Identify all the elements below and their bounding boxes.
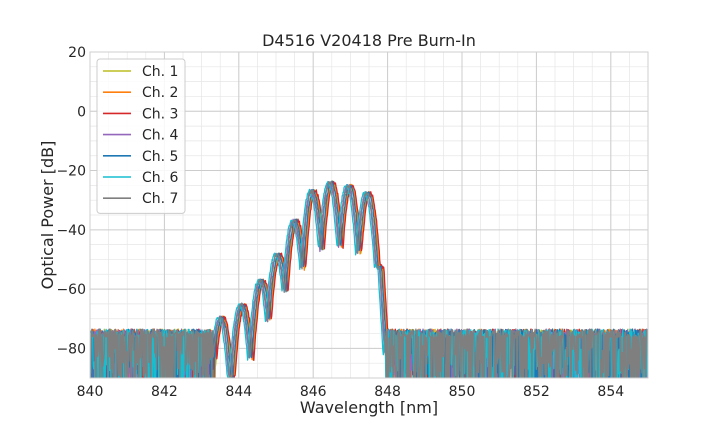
x-tick-labels: 840 842 844 846 848 850 852 854	[77, 384, 625, 400]
x-tick-label: 844	[225, 384, 252, 400]
legend-label: Ch. 3	[142, 106, 178, 122]
x-tick-label: 846	[300, 384, 327, 400]
x-tick-label: 852	[523, 384, 550, 400]
y-tick-label: −60	[56, 282, 86, 298]
legend-label: Ch. 2	[142, 85, 178, 101]
legend: Ch. 1 Ch. 2 Ch. 3 Ch. 4 Ch. 5 Ch. 6 Ch. 7	[96, 58, 186, 214]
plot-frame	[89, 51, 649, 379]
y-tick-label: −20	[56, 164, 86, 180]
legend-box	[96, 58, 186, 214]
legend-label: Ch. 7	[142, 191, 178, 207]
y-tick-label: 0	[77, 104, 86, 120]
y-tick-label: 20	[68, 45, 86, 61]
x-tick-label: 854	[597, 384, 624, 400]
x-tick-label: 840	[77, 384, 104, 400]
legend-label: Ch. 5	[142, 149, 178, 165]
series-line-7	[90, 181, 648, 378]
y-tick-label: −80	[56, 341, 86, 357]
y-tick-labels: 20 0 −20 −40 −60 −80	[56, 45, 86, 357]
x-tick-label: 842	[151, 384, 178, 400]
x-axis-label: Wavelength [nm]	[300, 398, 438, 417]
series-layer	[90, 180, 648, 378]
y-axis-label: Optical Power [dB]	[38, 141, 57, 290]
y-tick-label: −40	[56, 223, 86, 239]
x-tick-label: 850	[449, 384, 476, 400]
chart-title: D4516 V20418 Pre Burn-In	[262, 31, 476, 50]
legend-label: Ch. 1	[142, 64, 178, 80]
x-tick-label: 848	[374, 384, 401, 400]
legend-label: Ch. 4	[142, 128, 179, 144]
legend-label: Ch. 6	[142, 170, 179, 186]
